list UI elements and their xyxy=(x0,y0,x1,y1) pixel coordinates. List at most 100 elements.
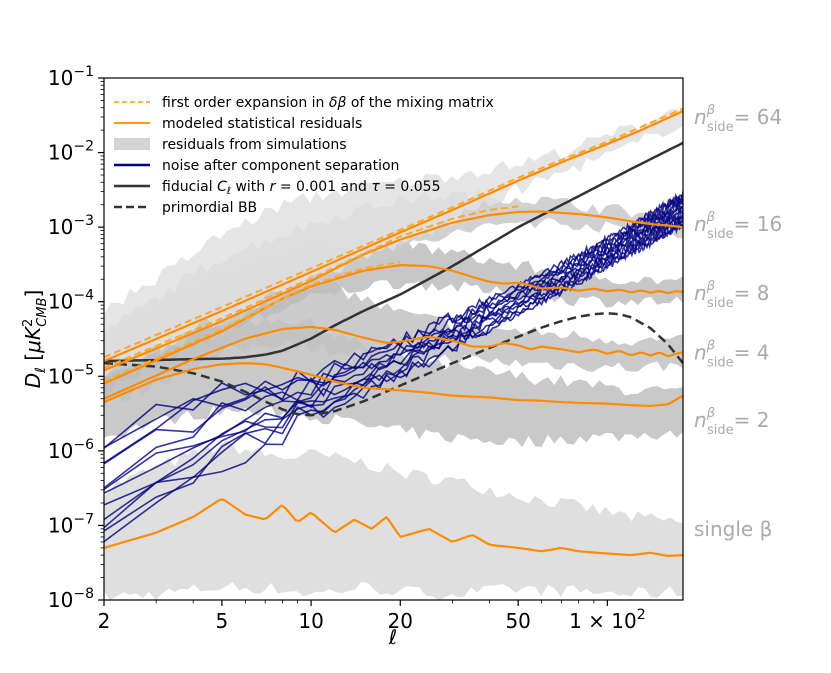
right-label-0-value: = 64 xyxy=(734,105,783,129)
y-tick-label-2: 10−6 xyxy=(48,437,94,463)
right-label-1-n: n xyxy=(694,212,707,236)
y-label-sub: ℓ xyxy=(33,367,49,374)
x-axis-label: ℓ xyxy=(388,625,397,649)
y-tick-label-7: 10−1 xyxy=(48,64,94,90)
right-label-2-n: n xyxy=(694,281,707,305)
y-tick-exp-5: −3 xyxy=(73,213,94,229)
y-label-main: D xyxy=(21,373,45,388)
right-label-4-sub: side xyxy=(707,423,734,438)
right-label-2-sup: β xyxy=(706,279,715,294)
legend-label-1-part-0: modeled statistical residuals xyxy=(162,116,362,132)
right-label-5: single β xyxy=(694,517,772,541)
right-label-2: nβ side= 8 xyxy=(694,279,769,311)
series-line-1 xyxy=(104,312,683,417)
right-label-4-n: n xyxy=(694,408,707,432)
right-label-4: nβ side= 2 xyxy=(694,406,769,438)
y-tick-label-3: 10−5 xyxy=(48,362,94,388)
y-label-sup: 2 xyxy=(21,319,36,327)
series-line-10 xyxy=(104,498,683,558)
right-label-2-value: = 8 xyxy=(734,281,770,305)
y-label-mu: μ xyxy=(21,340,45,354)
noise-realization-1 xyxy=(104,221,683,532)
x-tick-label-10: 10 xyxy=(298,609,323,633)
series-line-3 xyxy=(104,107,683,359)
series-line-2 xyxy=(104,110,683,363)
right-label-0-n: n xyxy=(694,105,707,129)
right-label-1-sub: side xyxy=(707,227,734,242)
right-label-4-sup: β xyxy=(706,406,715,421)
y-tick-base-3: 10 xyxy=(48,364,73,388)
y-tick-exp-6: −2 xyxy=(73,139,94,155)
y-tick-base-0: 10 xyxy=(48,588,73,612)
y-axis-label: Dℓ [μK2CMB] xyxy=(21,290,50,389)
series-line-4 xyxy=(104,210,683,372)
plot-area xyxy=(104,107,683,600)
right-label-2-sub: side xyxy=(707,296,734,311)
right-label-3-value: = 4 xyxy=(734,340,770,364)
right-label-0: nβ side= 64 xyxy=(694,103,782,135)
y-tick-exp-7: −1 xyxy=(73,64,94,80)
legend-label-4-part-4: r xyxy=(270,179,277,195)
y-tick-label-5: 10−3 xyxy=(48,213,94,239)
legend-label-4-part-2: ℓ xyxy=(227,186,231,197)
series-line-8 xyxy=(104,325,683,400)
right-label-0-sup: β xyxy=(706,103,715,118)
y-tick-base-6: 10 xyxy=(48,141,73,165)
y-tick-base-7: 10 xyxy=(48,66,73,90)
y-tick-label-1: 10−7 xyxy=(48,511,94,537)
right-label-3: nβ side= 4 xyxy=(694,338,769,370)
legend-label-0-part-2: of the mixing matrix xyxy=(346,95,493,111)
right-label-3-n: n xyxy=(694,340,707,364)
right-label-1-sup: β xyxy=(706,210,715,225)
legend-label-4: fiducial Cℓ with r = 0.001 and τ = 0.055 xyxy=(162,179,441,197)
y-tick-exp-3: −5 xyxy=(73,362,94,378)
legend-label-3: noise after component separation xyxy=(162,158,399,174)
y-tick-base-2: 10 xyxy=(48,439,73,463)
legend-label-5-part-0: primordial BB xyxy=(162,200,257,216)
right-label-1: nβ side= 16 xyxy=(694,210,782,242)
y-tick-exp-1: −7 xyxy=(73,511,94,527)
y-tick-base-1: 10 xyxy=(48,513,73,537)
legend-label-4-part-0: fiducial xyxy=(162,179,217,195)
y-tick-base-5: 10 xyxy=(48,215,73,239)
y-tick-base-4: 10 xyxy=(48,290,73,314)
x-tick-label-2: 2 xyxy=(98,609,111,633)
y-tick-label-6: 10−2 xyxy=(48,139,94,165)
right-label-4-value: = 2 xyxy=(734,408,770,432)
legend-label-4-part-7: = 0.055 xyxy=(380,179,441,195)
legend-label-0-part-0: first order expansion in xyxy=(162,95,329,111)
legend-label-0-part-1: δβ xyxy=(329,95,347,111)
right-label-3-sup: β xyxy=(706,338,715,353)
right-label-0-sub: side xyxy=(707,120,734,135)
noise-realization-10 xyxy=(104,194,683,449)
y-label-close: ] xyxy=(21,290,45,298)
series-line-0 xyxy=(104,141,683,363)
y-label-k: K xyxy=(21,325,45,340)
series-line-6 xyxy=(104,264,683,385)
y-tick-exp-2: −6 xyxy=(73,437,94,453)
legend-label-1: modeled statistical residuals xyxy=(162,116,362,132)
y-tick-label-0: 10−8 xyxy=(48,586,94,612)
noise-realization-7 xyxy=(104,203,683,489)
right-label-1-value: = 16 xyxy=(734,212,783,236)
axes: 2 5 10 20 50 1 × 10210−810−710−610−510−410−31… xyxy=(48,64,646,633)
legend-label-0: first order expansion in δβ of the mixin… xyxy=(162,95,494,111)
legend: first order expansion in δβ of the mixin… xyxy=(114,95,494,216)
x-tick-label-20: 20 xyxy=(388,609,413,633)
legend-label-3-part-0: noise after component separation xyxy=(162,158,399,174)
legend-label-4-part-3: with xyxy=(231,179,270,195)
y-tick-label-4: 10−4 xyxy=(48,288,94,314)
legend-label-2: residuals from simulations xyxy=(162,137,347,153)
legend-label-5: primordial BB xyxy=(162,200,257,216)
series-line-7 xyxy=(104,261,401,383)
legend-label-4-part-5: = 0.001 and xyxy=(275,179,371,195)
legend-label-4-part-6: τ xyxy=(371,179,380,195)
series-line-5 xyxy=(104,205,519,369)
x-tick-label-100: 1 × 102 xyxy=(569,607,646,633)
legend-swatch-2 xyxy=(114,138,150,150)
x-tick-100-exp: 2 xyxy=(637,607,646,623)
legend-label-2-part-0: residuals from simulations xyxy=(162,137,347,153)
y-label-open: [ xyxy=(21,353,45,367)
